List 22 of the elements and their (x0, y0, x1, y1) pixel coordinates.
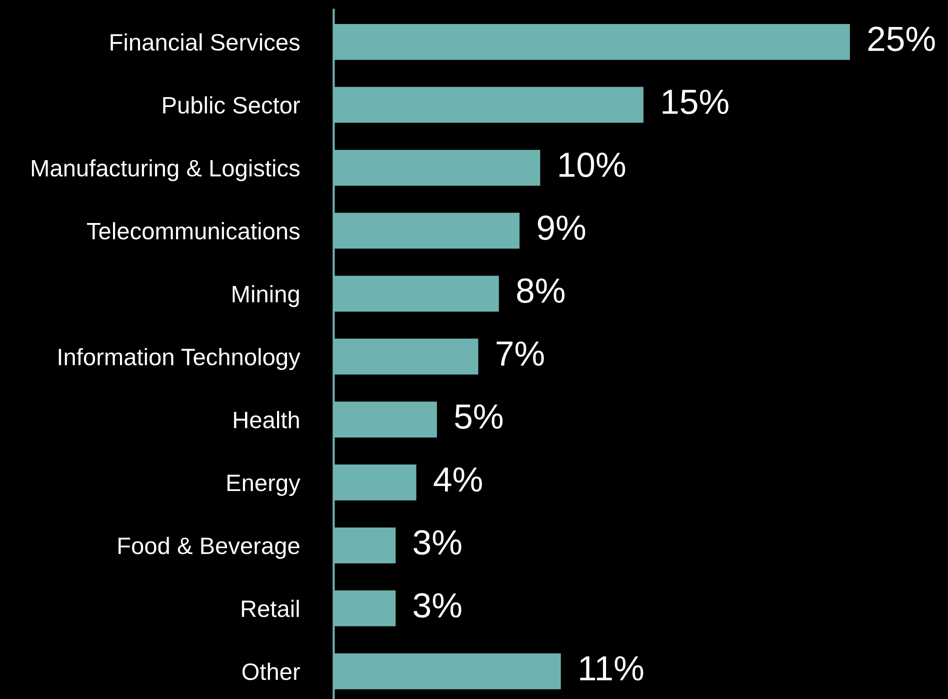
y-tick-label: Manufacturing & Logistics (32, 159, 300, 182)
data-label: 3% (414, 530, 462, 555)
data-label: 15% (662, 90, 728, 114)
y-tick-label: Energy (227, 474, 300, 496)
data-label: 8% (517, 278, 565, 303)
y-tick-label: Other (242, 662, 300, 680)
data-label: 7% (496, 341, 544, 366)
y-tick-label: Food & Beverage (118, 536, 300, 559)
data-label: 4% (434, 467, 482, 492)
y-tick-label: Mining (232, 285, 299, 308)
y-tick-label: Telecommunications (87, 222, 300, 240)
y-tick-label: Financial Services (110, 33, 300, 51)
data-label: 9% (538, 215, 586, 240)
data-label: 25% (868, 26, 935, 52)
y-tick-label: Retail (242, 600, 299, 618)
data-label: 10% (560, 152, 626, 178)
y-tick-label: Health (234, 410, 299, 428)
data-label: 3% (414, 593, 462, 618)
data-label: 5% (454, 404, 503, 429)
y-tick-label: Public Sector (163, 96, 300, 114)
data-label: 11% (580, 656, 644, 680)
y-tick-label: Information Technology (58, 348, 300, 370)
